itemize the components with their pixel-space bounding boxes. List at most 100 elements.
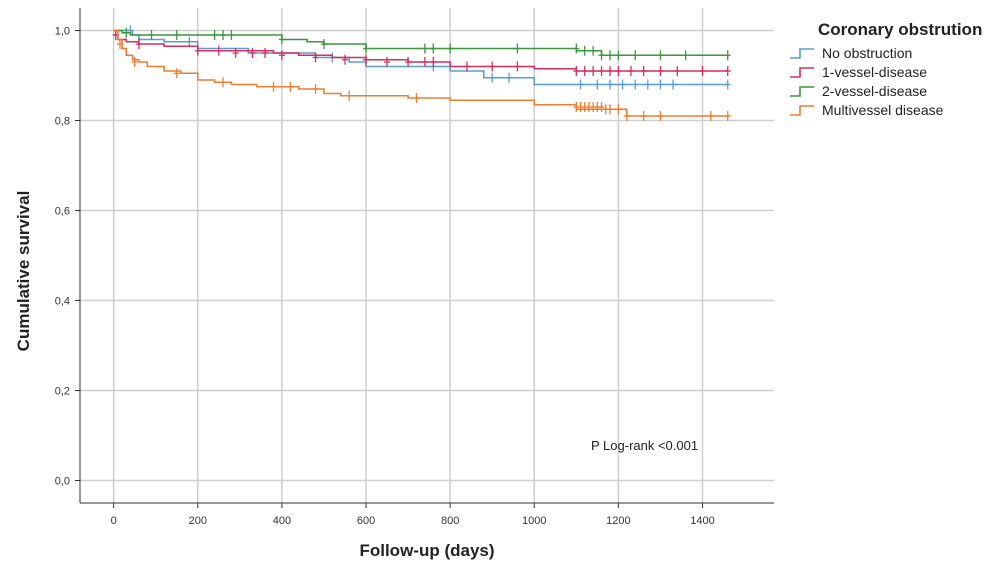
censor-mark [644,79,651,90]
censor-mark [682,50,689,61]
legend: Coronary obstrution No obstruction 1-vess… [788,20,1002,119]
censor-mark [430,57,437,67]
censor-mark [606,50,613,61]
censor-mark [581,66,588,76]
censor-mark [405,57,412,67]
censor-mark [194,45,201,56]
censor-mark [123,27,130,38]
censor-mark [581,45,588,56]
censor-mark [262,48,269,58]
censor-mark [220,77,227,88]
x-tick-label: 1000 [522,515,546,527]
legend-swatch-icon [790,85,814,97]
censor-mark [421,43,428,54]
censor-mark [116,39,123,49]
censor-mark [606,79,613,90]
legend-label: Multivessel disease [822,101,944,118]
censor-mark [594,79,601,90]
censor-mark [312,84,319,94]
censor-mark [640,66,647,76]
censor-mark [287,81,294,92]
censor-mark [573,66,580,76]
censor-mark [606,66,613,76]
censor-mark [623,111,630,121]
censor-mark [131,57,138,67]
y-tick-label: 0,0 [55,476,70,488]
x-tick-label: 200 [189,515,207,527]
censor-mark [724,50,731,61]
censor-mark [598,50,605,61]
censor-mark [232,48,239,58]
x-axis-title: Follow-up (days) [359,541,494,560]
legend-item: 2-vessel-disease [788,81,1002,100]
censor-mark [489,61,496,72]
censor-mark [363,43,370,54]
censor-mark [632,50,639,61]
censor-mark [186,36,193,47]
x-tick-label: 1400 [690,515,714,527]
log-rank-annotation: P Log-rank <0.001 [591,438,698,453]
legend-label: 1-vessel-disease [822,63,928,80]
x-tick-label: 0 [111,515,117,527]
censor-mark [278,50,285,61]
censor-mark [615,104,622,115]
legend-items: No obstruction 1-vessel-disease 2-vessel-d… [788,43,1002,119]
censor-mark [640,111,647,121]
censor-mark [278,34,285,45]
censor-mark [148,30,155,40]
censor-mark [463,61,470,72]
censor-mark [228,30,235,40]
y-tick-label: 0,2 [55,386,70,398]
censor-mark [430,43,437,54]
censor-mark [590,45,597,56]
legend-title: Coronary obstrution [818,20,983,39]
y-axis-title: Cumulative survival [14,191,33,352]
legend-swatch-icon [790,66,814,78]
x-tick-label: 1200 [606,515,630,527]
censor-mark [489,72,496,83]
censor-mark [384,57,391,67]
censor-mark [514,61,521,72]
y-tick-label: 1,0 [55,26,70,38]
censor-mark [270,81,277,92]
censor-mark [363,54,370,65]
legend-swatch-icon [790,104,814,116]
legend-swatch-icon [790,47,814,59]
censor-mark [320,39,327,49]
censor-mark [312,52,319,63]
series-group [112,30,731,76]
x-tick-label: 600 [357,515,375,527]
censor-mark [220,30,227,40]
legend-label: 2-vessel-disease [822,82,928,99]
series-group [113,29,731,121]
censor-mark [590,66,597,76]
axis-layer [75,8,774,508]
censor-mark [577,79,584,90]
censor-mark [573,43,580,54]
censor-mark [615,66,622,76]
censor-mark [674,66,681,76]
tick-label-layer: 0 200 400 600 800 1000 1200 1400 0,0 0,2 0,4 0,6 0,8… [55,26,715,528]
censor-mark [421,57,428,67]
censor-mark [447,43,454,54]
censor-mark [135,39,142,49]
censor-mark [619,79,626,90]
legend-label: No obstruction [822,44,913,61]
censor-mark [341,54,348,65]
y-tick-label: 0,4 [55,296,70,308]
censor-mark [657,111,664,121]
legend-item: Multivessel disease [788,100,1002,119]
series-group [113,27,731,61]
censor-mark [249,48,256,58]
legend-item: 1-vessel-disease [788,62,1002,81]
censor-mark [211,30,218,40]
censor-mark [598,102,605,112]
censor-mark [606,104,613,115]
censor-mark [346,90,353,101]
censor-mark [699,66,706,76]
censor-mark [632,79,639,90]
censor-mark [724,111,731,121]
grid-layer [80,8,774,503]
legend-item: No obstruction [788,43,1002,62]
